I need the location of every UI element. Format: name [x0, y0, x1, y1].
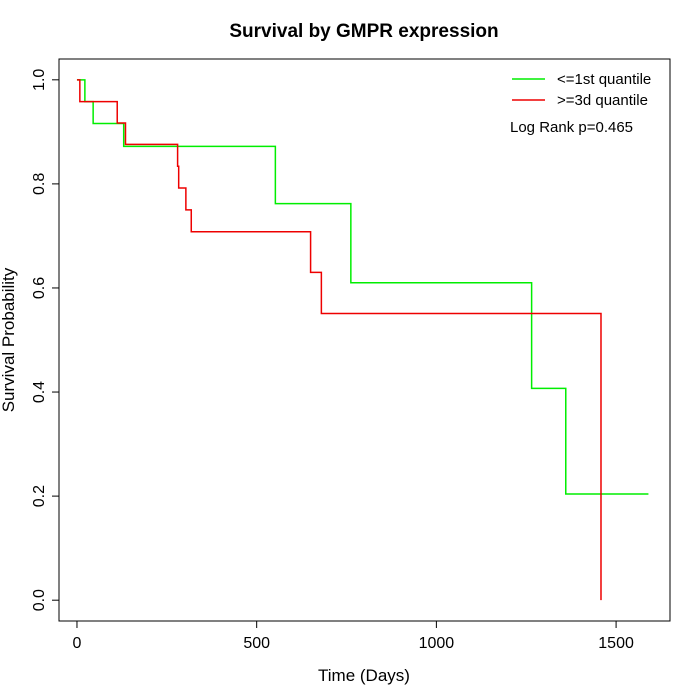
x-tick-label: 1000 [419, 635, 455, 652]
series-line-1 [76, 79, 649, 495]
log-rank-annotation: Log Rank p=0.465 [510, 119, 633, 136]
y-tick-label: 0.4 [31, 381, 48, 403]
series-line-2 [76, 79, 602, 601]
y-tick-label: 0.0 [31, 589, 48, 611]
plot-frame [58, 58, 671, 622]
y-tick-label: 0.6 [31, 277, 48, 299]
y-tick-label: 0.2 [31, 485, 48, 507]
x-tick-label: 500 [243, 635, 270, 652]
y-tick-label: 1.0 [31, 69, 48, 91]
series-layer [76, 79, 649, 601]
legend: <=1st quantile >=3d quantile [512, 71, 651, 109]
chart-title: Survival by GMPR expression [229, 21, 498, 42]
y-axis: 0.0 0.2 0.4 0.6 0.8 1.0 [31, 69, 59, 611]
x-axis: 0 500 1000 1500 [73, 621, 634, 652]
legend-label-2: >=3d quantile [557, 92, 648, 109]
x-tick-label: 1500 [598, 635, 634, 652]
x-axis-label: Time (Days) [318, 666, 410, 685]
legend-label-1: <=1st quantile [557, 71, 651, 88]
y-axis-label: Survival Probability [0, 267, 18, 412]
y-tick-label: 0.8 [31, 173, 48, 195]
x-tick-label: 0 [73, 635, 82, 652]
